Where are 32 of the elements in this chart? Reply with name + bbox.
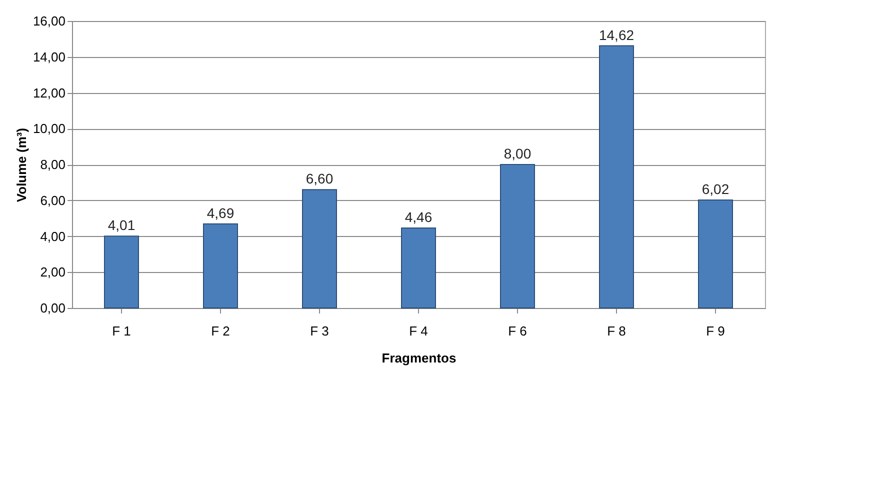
data-label: 4,69 xyxy=(206,204,234,221)
y-tick-label: 10,00 xyxy=(32,121,66,136)
bar xyxy=(203,223,238,308)
x-tick-label: F 9 xyxy=(706,324,725,338)
x-tick-label: F 4 xyxy=(409,324,428,338)
x-tick-label: F 1 xyxy=(112,324,131,338)
data-label: 8,00 xyxy=(504,146,532,162)
y-tick-label: 0,00 xyxy=(40,300,66,316)
data-label: 4,01 xyxy=(108,217,136,234)
x-tick-label: F 6 xyxy=(508,324,527,338)
y-tick-label: 2,00 xyxy=(40,264,66,280)
bar xyxy=(302,189,337,308)
data-label: 14,62 xyxy=(598,26,634,43)
x-tick-label: F 8 xyxy=(607,324,626,338)
bar xyxy=(599,45,634,308)
data-label: 6,02 xyxy=(702,181,730,198)
bar xyxy=(104,236,139,308)
x-tick-label: F 3 xyxy=(310,324,329,338)
y-axis-title: Volume (m³) xyxy=(14,128,29,202)
y-tick-label: 12,00 xyxy=(32,85,66,100)
y-tick-label: 4,00 xyxy=(40,228,66,244)
data-label: 4,46 xyxy=(404,209,432,225)
y-tick-label: 8,00 xyxy=(40,157,66,172)
bar xyxy=(500,164,535,308)
y-tick-label: 16,00 xyxy=(32,14,66,28)
bar xyxy=(401,228,436,308)
data-label: 6,60 xyxy=(306,170,334,187)
x-axis-title: Fragmentos xyxy=(382,350,456,366)
y-tick-label: 14,00 xyxy=(32,49,66,64)
x-tick-label: F 2 xyxy=(211,324,230,338)
y-tick-label: 6,00 xyxy=(40,192,66,208)
bar xyxy=(698,200,733,308)
